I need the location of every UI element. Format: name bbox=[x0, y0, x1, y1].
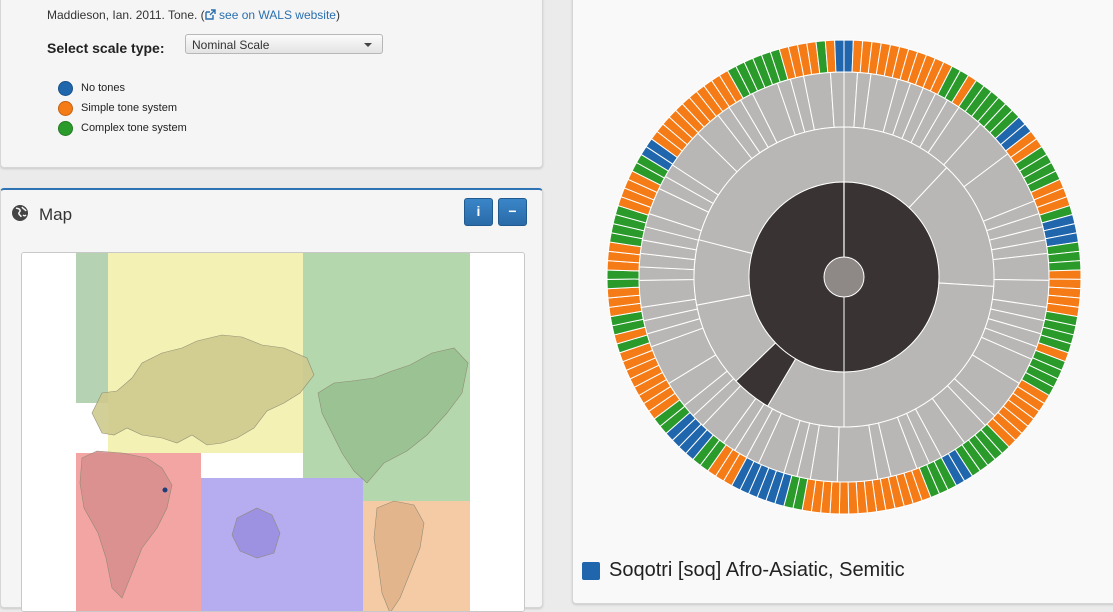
feature-panel: Maddieson, Ian. 2011. Tone. ( see on WAL… bbox=[0, 0, 543, 168]
globe-icon bbox=[12, 205, 28, 221]
sunburst-root[interactable] bbox=[823, 256, 865, 298]
language-segment[interactable] bbox=[847, 481, 859, 515]
external-link-icon bbox=[204, 9, 216, 20]
language-sunburst[interactable] bbox=[594, 27, 1094, 527]
chevron-down-icon bbox=[364, 43, 372, 47]
collapse-button[interactable]: − bbox=[498, 198, 527, 226]
selected-language-marker[interactable] bbox=[162, 487, 168, 493]
citation-suffix: ) bbox=[335, 8, 340, 22]
citation: Maddieson, Ian. 2011. Tone. ( see on WAL… bbox=[47, 8, 340, 22]
language-segment[interactable] bbox=[606, 278, 640, 290]
legend-dot bbox=[58, 120, 73, 136]
legend-item-complex-tone: Complex tone system bbox=[58, 120, 187, 136]
scale-type-select[interactable]: Nominal Scale bbox=[185, 34, 383, 54]
legend-item-no-tones: No tones bbox=[58, 80, 125, 96]
map-landmass-eurasia bbox=[91, 334, 315, 446]
map-canvas[interactable] bbox=[22, 253, 525, 612]
citation-prefix: Maddieson, Ian. 2011. Tone. ( bbox=[47, 8, 205, 22]
map-title: Map bbox=[39, 205, 73, 224]
language-segment[interactable] bbox=[834, 39, 845, 73]
map-region-pacific bbox=[201, 478, 363, 611]
world-map[interactable] bbox=[21, 252, 525, 612]
map-landmass-south-america bbox=[373, 500, 425, 611]
map-region-northwest bbox=[76, 253, 108, 403]
selected-language-swatch bbox=[582, 562, 600, 580]
language-segment[interactable] bbox=[1047, 260, 1082, 272]
selected-language-label: Soqotri [soq] Afro-Asiatic, Semitic bbox=[609, 559, 905, 581]
info-button[interactable]: i bbox=[464, 198, 493, 226]
map-landmass-africa bbox=[79, 450, 173, 599]
scale-type-label: Select scale type: bbox=[47, 40, 165, 56]
language-segment[interactable] bbox=[838, 481, 850, 515]
map-landmass-north-america bbox=[317, 347, 469, 484]
legend-dot bbox=[58, 100, 73, 116]
language-segment[interactable] bbox=[1048, 269, 1082, 280]
language-segment[interactable] bbox=[606, 269, 640, 280]
map-panel: Map i − bbox=[0, 188, 543, 612]
wals-link[interactable]: see on WALS website bbox=[204, 8, 336, 22]
legend-item-simple-tone: Simple tone system bbox=[58, 100, 177, 116]
scale-type-value: Nominal Scale bbox=[192, 38, 270, 52]
map-landmass-australia bbox=[231, 507, 281, 559]
legend-dot bbox=[58, 80, 73, 96]
